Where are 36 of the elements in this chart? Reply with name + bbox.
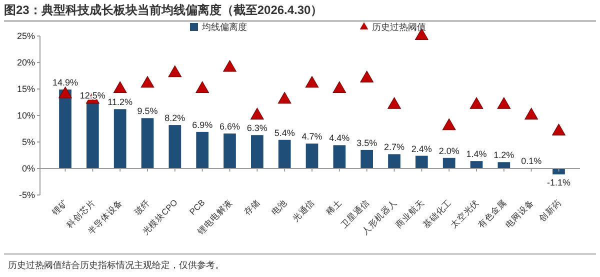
data-label: 2.4% <box>411 144 432 154</box>
data-label: 3.5% <box>356 138 378 148</box>
legend-label: 均线偏离度 <box>201 22 247 32</box>
chart-title: 图23：典型科技成长板块当前均线偏离度（截至2026.4.30） <box>4 3 323 17</box>
x-tick-label: 锂矿 <box>49 197 70 218</box>
data-label: 14.9% <box>52 78 78 88</box>
data-label: 1.4% <box>466 149 487 160</box>
data-label: 6.3% <box>246 123 268 134</box>
y-tick-label: 15% <box>16 84 35 94</box>
data-label: 5.4% <box>274 128 295 138</box>
text: 历史过热阈值结合历史指标情况主观给定，仅供参考。 <box>8 260 224 270</box>
data-label: 11.2% <box>108 97 133 108</box>
x-tick-label: 存储 <box>242 197 262 218</box>
data-label: 8.2% <box>164 113 186 124</box>
data-label: 4.4% <box>329 133 350 144</box>
data-label: 1.2% <box>494 150 514 160</box>
x-tick-label: 玻纤 <box>132 197 152 218</box>
data-label: 2.7% <box>384 142 405 152</box>
x-tick-label: 电池 <box>269 197 289 218</box>
x-tick-label: 光通信 <box>290 197 316 224</box>
y-tick-label: 10% <box>16 110 35 120</box>
x-tick-label: 稀土 <box>324 197 344 218</box>
y-tick-label: 5% <box>22 137 35 147</box>
data-label: 6.9% <box>192 120 213 130</box>
data-label: 6.6% <box>219 122 240 132</box>
y-tick-label: 20% <box>16 58 35 68</box>
data-label: 2.0% <box>438 146 460 156</box>
legend-label: 历史过热阈值 <box>372 22 426 32</box>
data-label: 0.1% <box>521 156 542 166</box>
data-label: 9.5% <box>137 106 158 116</box>
data-label: -1.1% <box>546 177 571 188</box>
y-tick-label: 25% <box>16 31 35 41</box>
data-label: 4.7% <box>302 132 322 142</box>
y-tick-label: -5% <box>18 190 35 200</box>
y-tick-label: 0% <box>22 164 35 174</box>
x-tick-label: 创新药 <box>537 197 564 224</box>
